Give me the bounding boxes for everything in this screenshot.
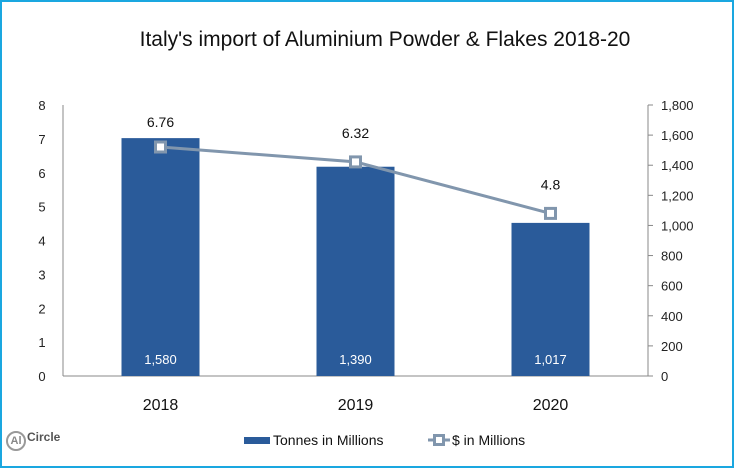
bar-swatch-icon <box>244 436 270 444</box>
left-tick-label: 5 <box>38 200 45 215</box>
right-tick-label: 0 <box>661 369 668 384</box>
bar-2018 <box>121 138 200 376</box>
left-tick-label: 6 <box>38 166 45 181</box>
logo-circle-text: Circle <box>27 430 61 444</box>
line-marker <box>544 206 557 220</box>
right-tick-label: 400 <box>661 309 683 324</box>
alcircle-logo: Al Circle <box>6 430 61 451</box>
left-tick-label: 1 <box>38 335 45 350</box>
right-tick-label: 600 <box>661 279 683 294</box>
left-tick-label: 2 <box>38 301 45 316</box>
right-tick-label: 200 <box>661 339 683 354</box>
left-tick-label: 0 <box>38 369 45 384</box>
right-tick-label: 1,200 <box>661 188 694 203</box>
legend-item-line: $ in Millions <box>428 432 525 448</box>
bar-2020 <box>511 222 590 376</box>
legend-item-bar: Tonnes in Millions <box>244 432 384 448</box>
legend-line-label: $ in Millions <box>452 432 526 448</box>
right-tick-label: 1,600 <box>661 128 694 143</box>
left-tick-label: 3 <box>38 267 45 282</box>
legend-bar-label: Tonnes in Millions <box>273 432 384 448</box>
line-value-label: 4.8 <box>541 176 561 192</box>
bar-2019 <box>316 166 395 376</box>
right-tick-label: 1,000 <box>661 218 694 233</box>
bar-value-label: 1,580 <box>144 352 177 367</box>
line-value-label: 6.76 <box>147 114 174 130</box>
category-label: 2020 <box>533 397 569 414</box>
chart-title: Italy's import of Aluminium Powder & Fla… <box>139 28 631 51</box>
left-tick-label: 7 <box>38 132 45 147</box>
line-marker-icon <box>428 434 450 446</box>
line-marker <box>154 140 167 154</box>
right-tick-label: 1,800 <box>661 98 694 113</box>
bar-value-label: 1,390 <box>339 352 372 367</box>
logo-al-icon: Al <box>6 431 26 451</box>
left-tick-label: 4 <box>38 234 45 249</box>
right-tick-label: 800 <box>661 249 683 264</box>
right-tick-label: 1,400 <box>661 158 694 173</box>
bar-value-label: 1,017 <box>534 352 567 367</box>
category-label: 2019 <box>338 397 374 414</box>
line-marker <box>349 155 362 169</box>
category-label: 2018 <box>143 397 179 414</box>
line-value-label: 6.32 <box>342 125 369 141</box>
left-tick-label: 8 <box>38 98 45 113</box>
